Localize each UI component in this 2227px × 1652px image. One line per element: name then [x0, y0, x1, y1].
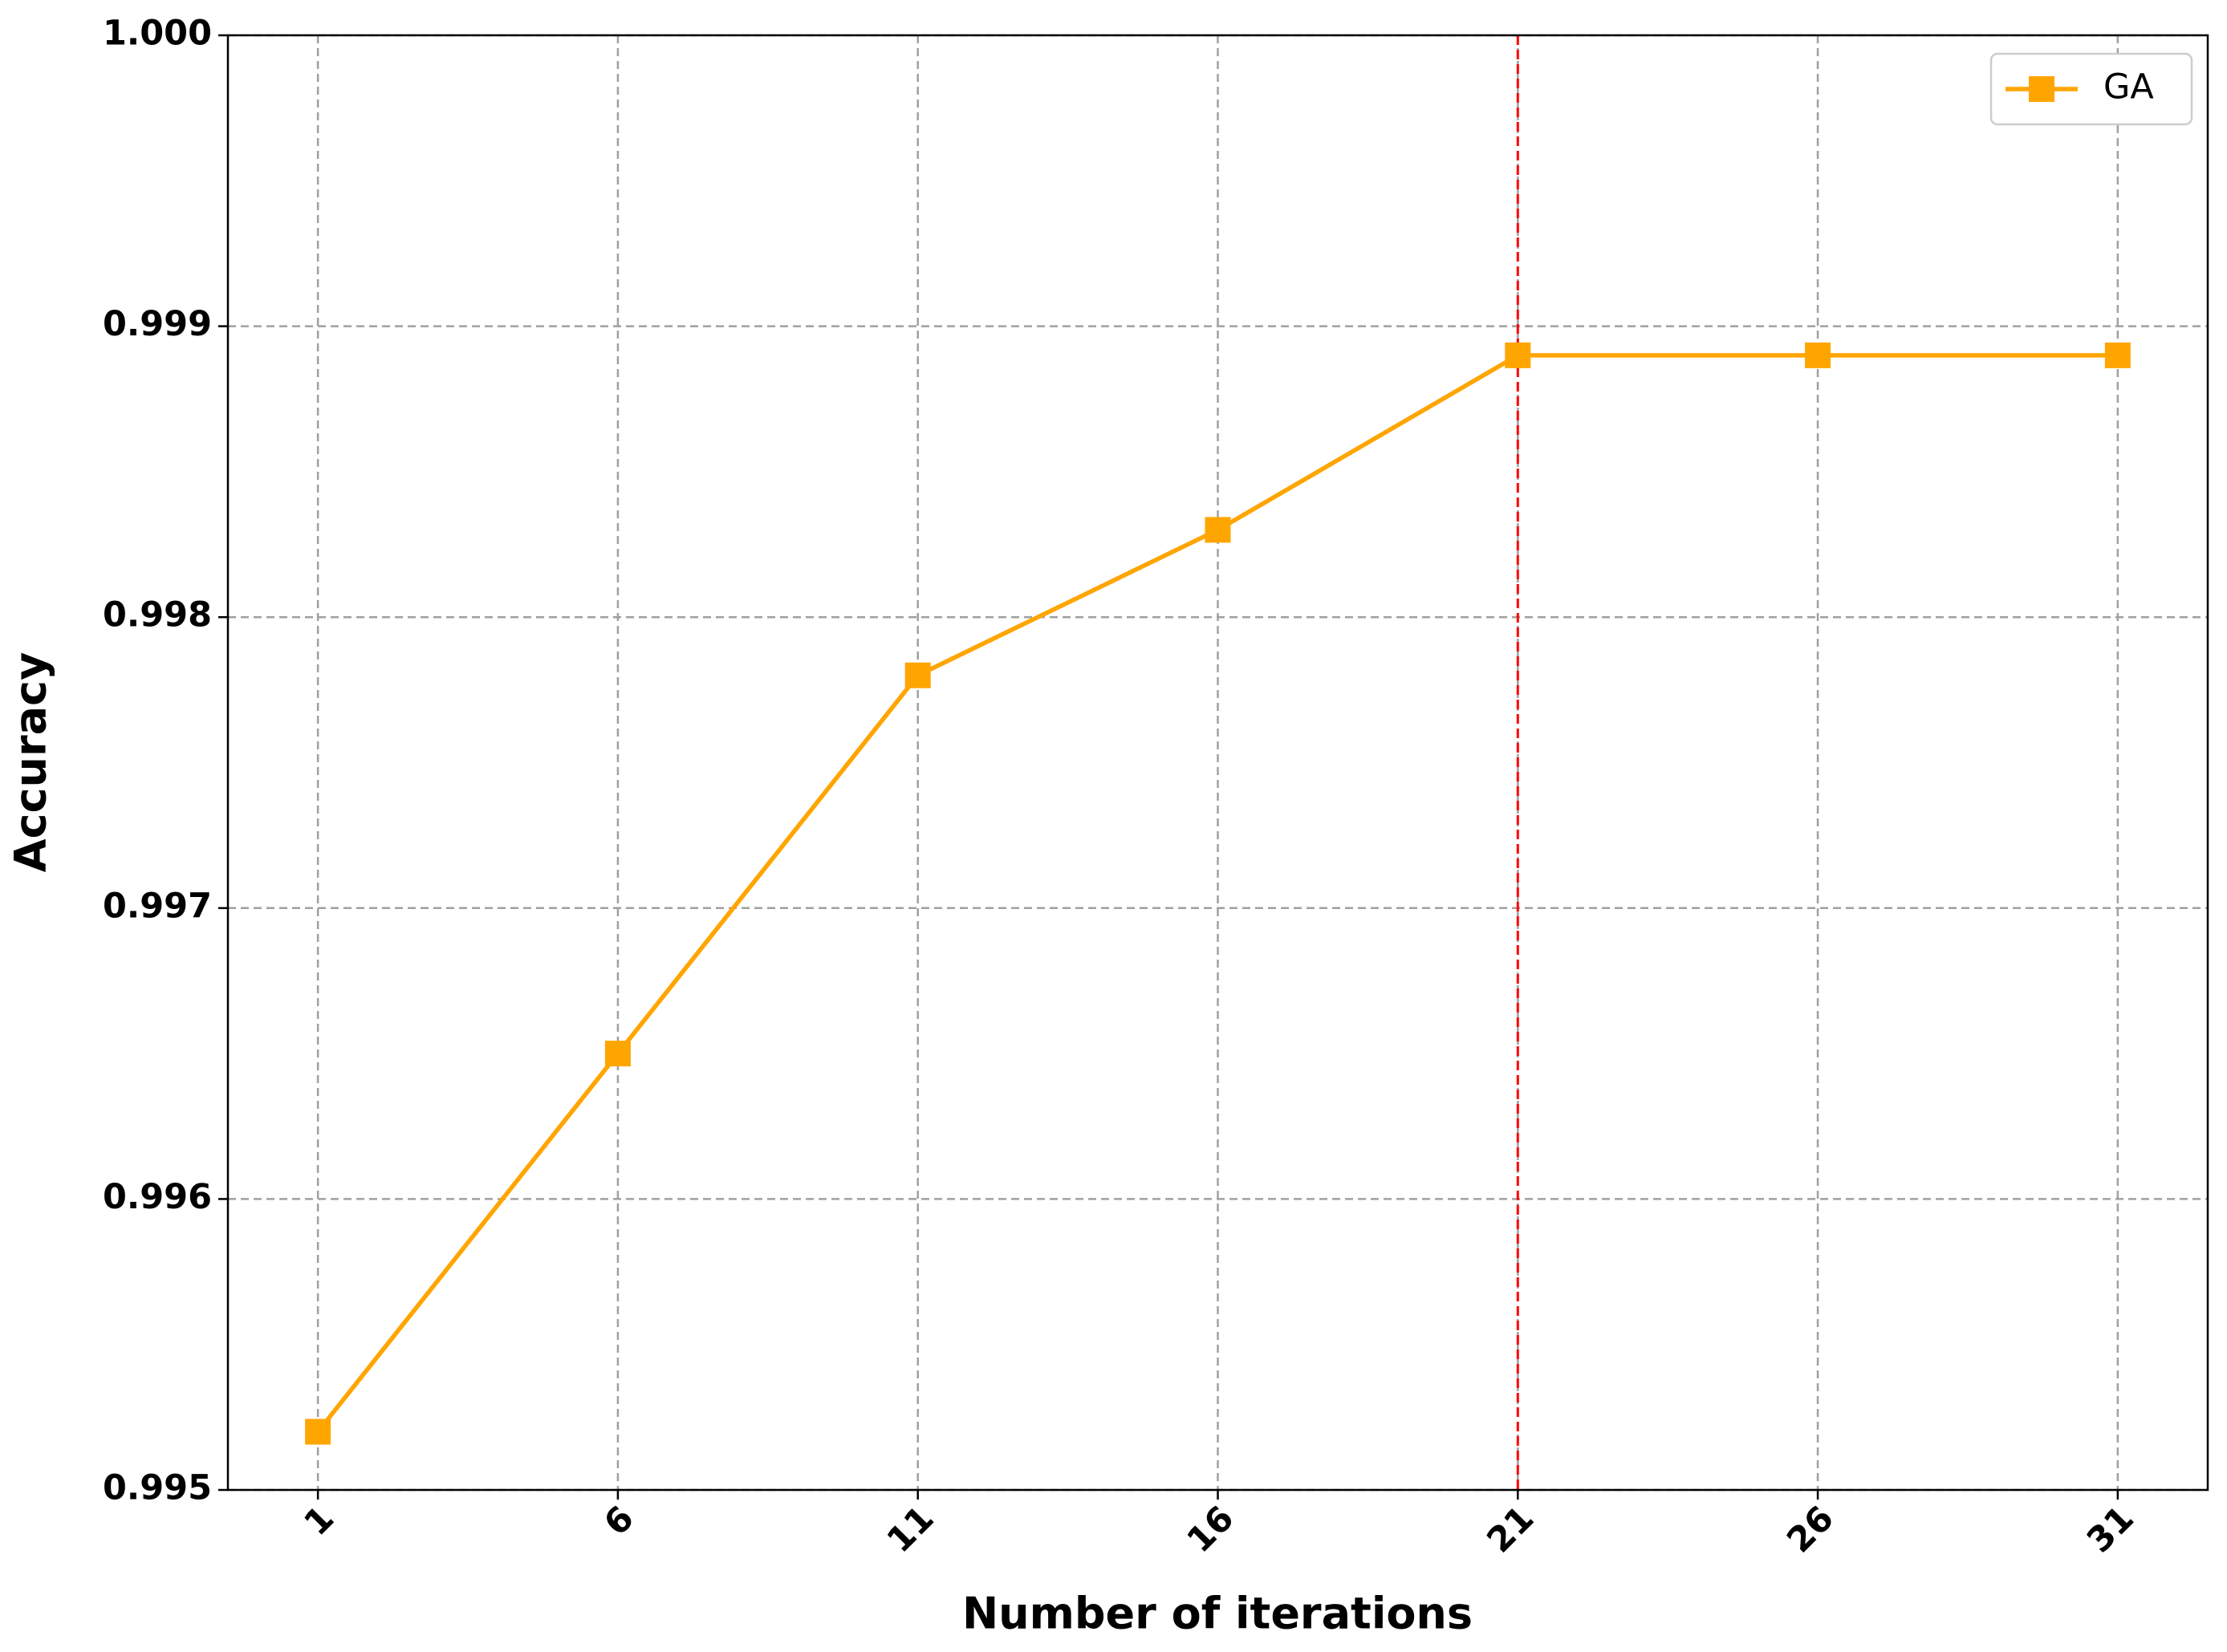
marker [1805, 342, 1831, 368]
x-tick-label: 26 [1779, 1499, 1842, 1561]
y-axis-label: Accuracy [6, 652, 56, 873]
x-tick-label: 1 [297, 1499, 343, 1544]
legend-box [1989, 52, 2193, 126]
marker [904, 662, 931, 688]
marker [2104, 342, 2131, 368]
x-tick-label: 6 [596, 1499, 642, 1544]
x-axis-label: Number of iterations [962, 1589, 1473, 1639]
plot-frame [226, 34, 2209, 1492]
y-tick-label: 0.997 [103, 886, 212, 926]
marker [1205, 517, 1231, 543]
marker [1505, 342, 1531, 368]
y-tick-label: 0.995 [103, 1468, 212, 1508]
marker [305, 1419, 331, 1445]
legend-marker [2029, 76, 2054, 102]
legend-label: GA [2103, 67, 2154, 108]
marker [604, 1041, 631, 1067]
y-tick-label: 0.996 [103, 1177, 212, 1217]
x-tick-label: 16 [1180, 1499, 1242, 1561]
y-tick-label: 0.999 [103, 304, 212, 344]
y-tick-label: 0.998 [103, 595, 212, 635]
x-tick-label: 31 [2079, 1499, 2142, 1561]
y-tick-label: 1.000 [103, 14, 212, 54]
x-tick-label: 21 [1480, 1499, 1542, 1561]
x-tick-label: 11 [880, 1499, 942, 1561]
